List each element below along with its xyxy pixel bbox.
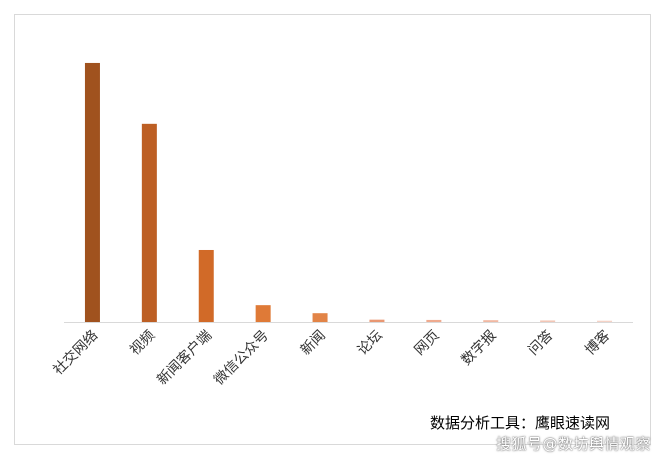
bar-1 <box>141 123 157 322</box>
bar-6 <box>426 319 442 322</box>
x-tick-label-2: 新闻客户端 <box>154 327 216 389</box>
bar-5 <box>369 319 385 322</box>
x-tick-label-5: 论坛 <box>355 328 386 359</box>
x-tick-label-4: 新闻 <box>298 328 329 359</box>
x-tick-label-8: 问答 <box>525 327 557 359</box>
bar-3 <box>255 305 271 322</box>
source-note: 数据分析工具：鹰眼速读网 <box>430 414 611 432</box>
chart-frame <box>14 14 651 445</box>
bar-4 <box>312 313 328 322</box>
bar-2 <box>198 249 214 322</box>
bar-7 <box>483 320 499 322</box>
bar-9 <box>597 320 613 322</box>
bar-8 <box>540 320 556 322</box>
bars-group <box>84 62 613 322</box>
x-tick-label-1: 视频 <box>127 328 158 359</box>
x-tick-label-7: 数字报 <box>459 328 500 369</box>
x-tick-label-0: 社交网络 <box>50 327 102 379</box>
bar-0 <box>84 62 100 322</box>
watermark: 搜狐号@数坊舆情观察 <box>496 435 652 453</box>
x-tick-label-9: 博客 <box>582 327 614 359</box>
x-tick-label-3: 微信公众号 <box>211 328 272 389</box>
x-tick-label-6: 网页 <box>412 328 443 359</box>
